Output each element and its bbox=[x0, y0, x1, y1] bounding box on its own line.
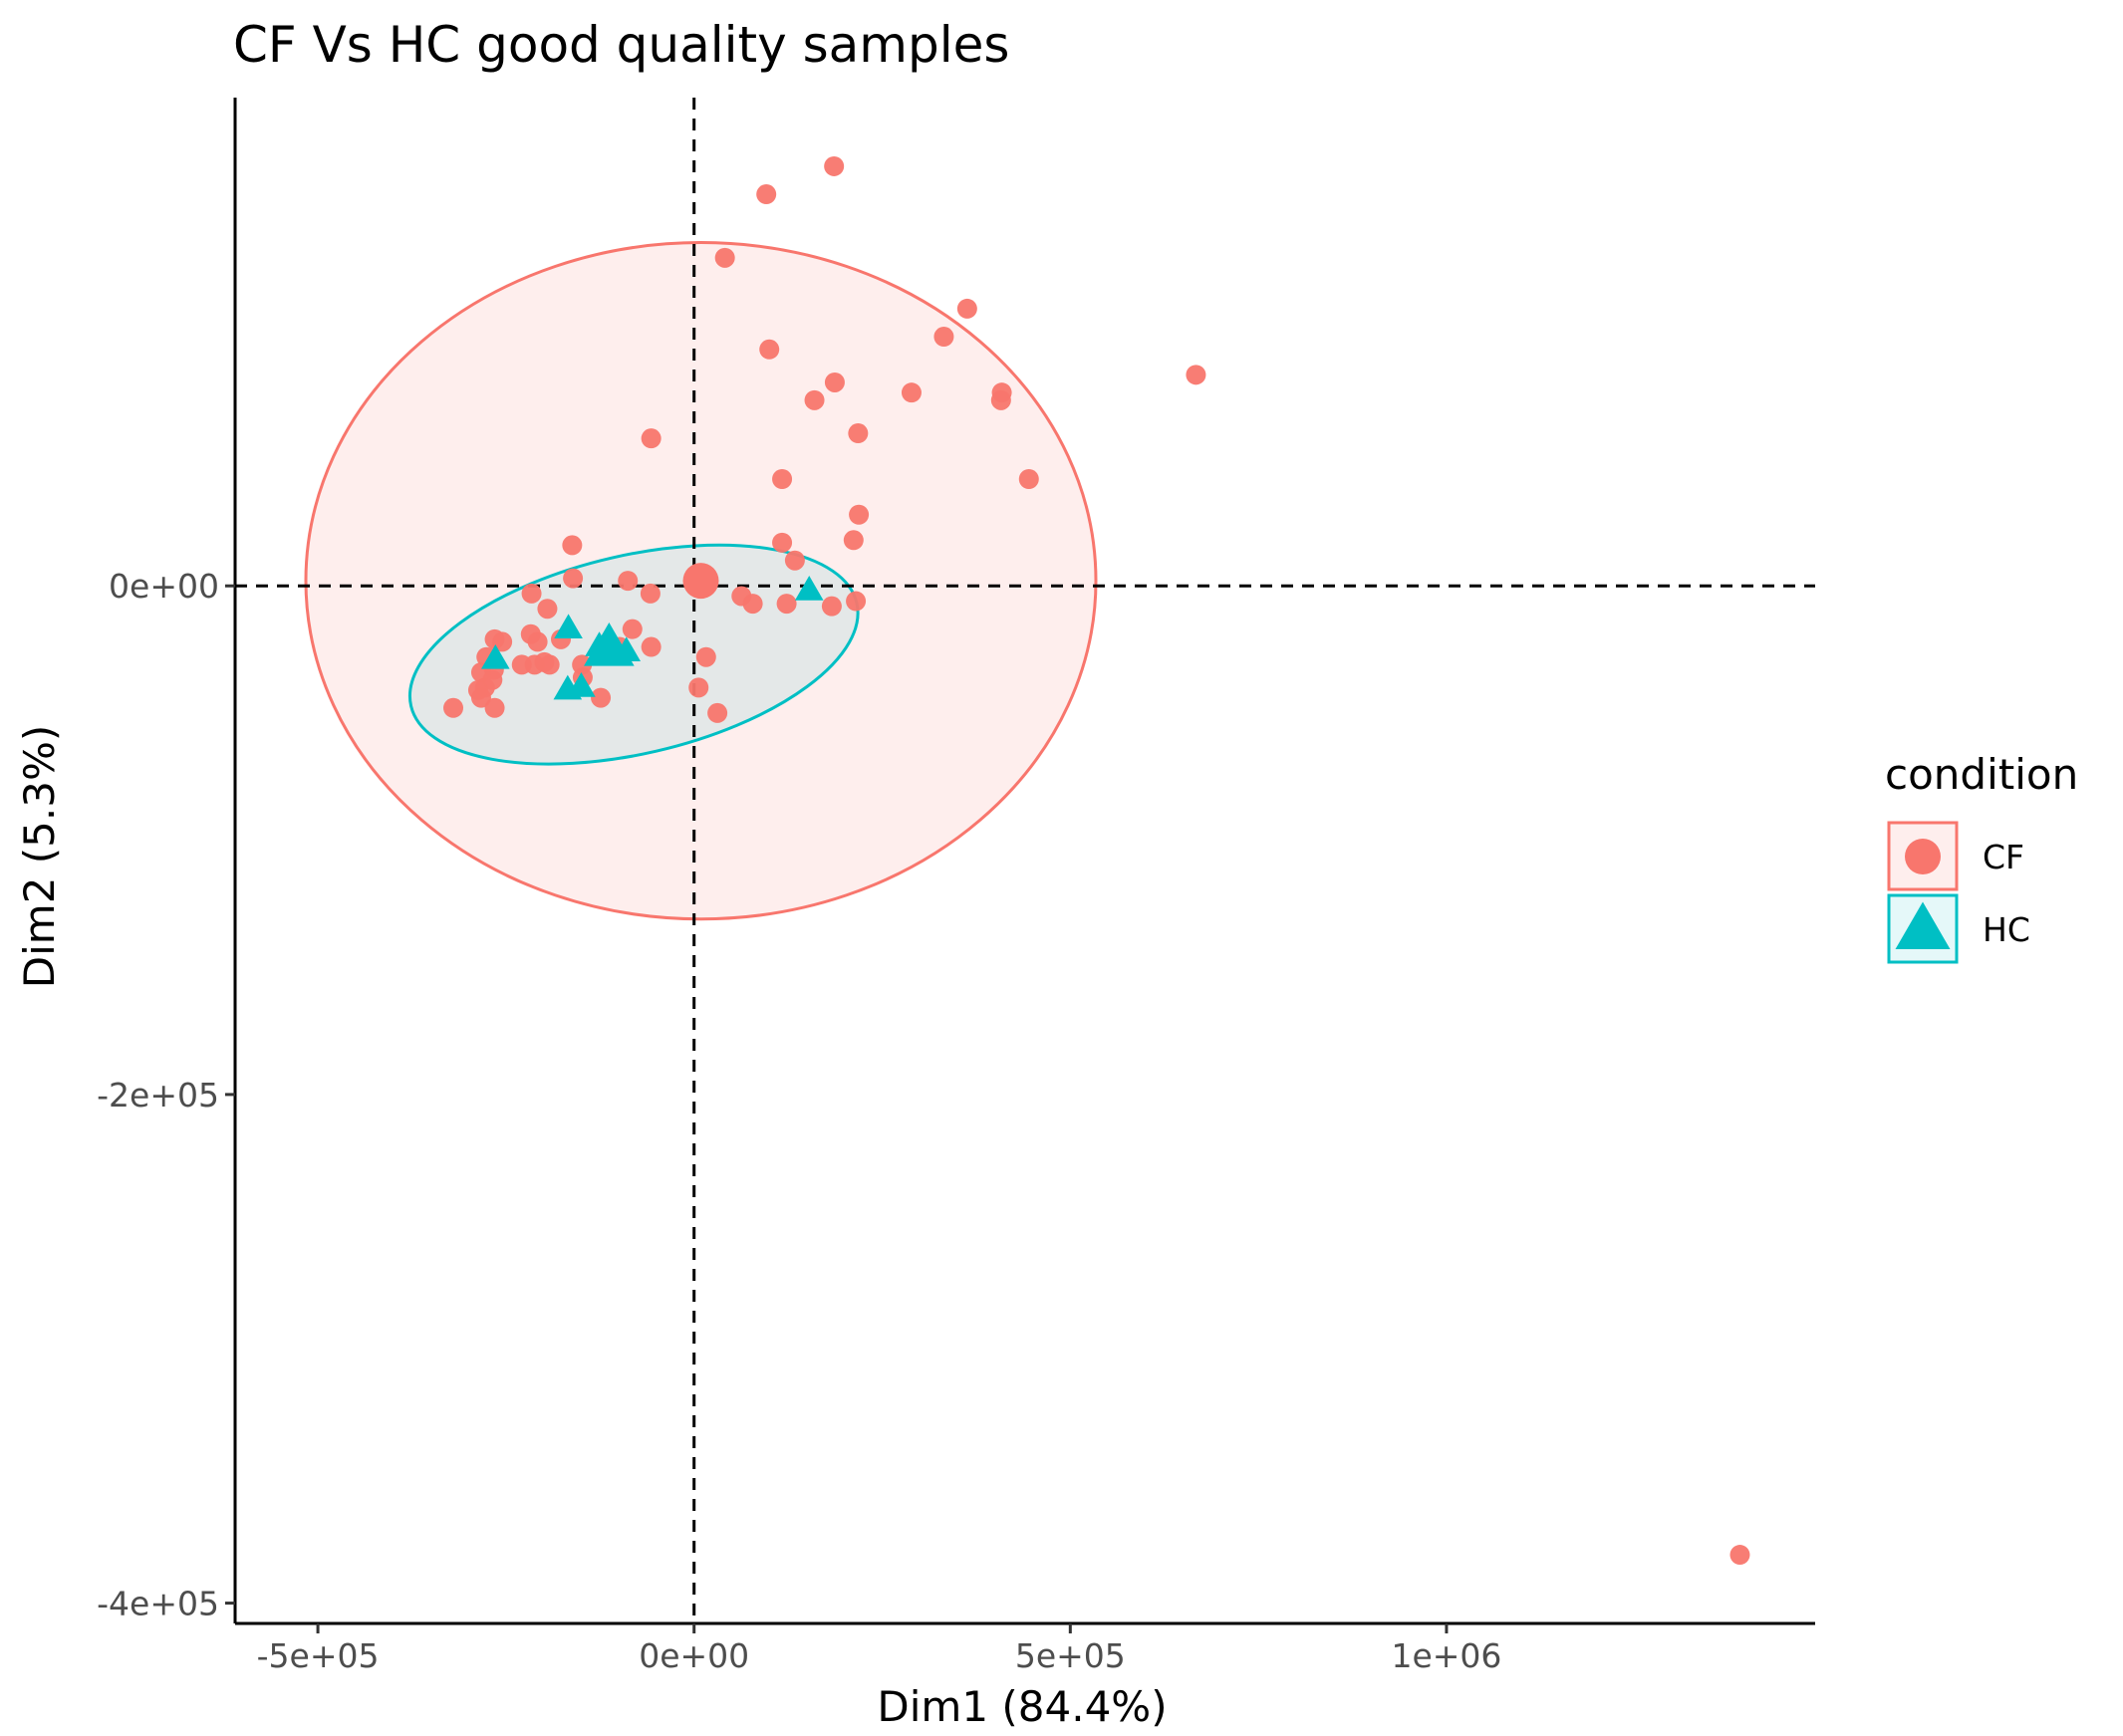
point-cf bbox=[622, 619, 643, 639]
point-cf bbox=[1729, 1545, 1750, 1566]
point-cf bbox=[695, 646, 716, 667]
centroid-cf bbox=[682, 563, 719, 600]
point-cf bbox=[484, 697, 505, 718]
point-cf bbox=[563, 568, 584, 589]
point-cf bbox=[443, 697, 464, 718]
point-cf bbox=[956, 298, 977, 319]
point-cf bbox=[933, 327, 954, 348]
point-cf bbox=[990, 389, 1011, 410]
point-cf bbox=[641, 636, 662, 657]
point-cf bbox=[1018, 469, 1039, 489]
x-axis-title: Dim1 (84.4%) bbox=[877, 1682, 1167, 1731]
point-cf bbox=[824, 155, 845, 176]
legend-label-hc: HC bbox=[1983, 910, 2030, 949]
point-cf bbox=[772, 532, 793, 553]
point-hc bbox=[794, 576, 824, 601]
centroid-hc bbox=[584, 621, 635, 666]
point-cf bbox=[537, 599, 558, 620]
legend-symbol-cf bbox=[1905, 839, 1941, 874]
legend: condition CF HC bbox=[1885, 750, 2078, 964]
y-axis-title: Dim2 (5.3%) bbox=[15, 725, 64, 988]
x-tick-label: 0e+00 bbox=[639, 1636, 749, 1675]
point-cf bbox=[849, 504, 870, 525]
legend-title: condition bbox=[1885, 750, 2078, 799]
point-cf bbox=[562, 535, 583, 556]
point-cf bbox=[640, 583, 661, 604]
point-cf bbox=[539, 654, 560, 675]
y-tick-label: -2e+05 bbox=[97, 1076, 219, 1115]
point-cf bbox=[901, 382, 922, 403]
chart-title: CF Vs HC good quality samples bbox=[233, 16, 1009, 74]
point-cf bbox=[714, 247, 735, 268]
point-cf bbox=[688, 677, 709, 698]
point-cf bbox=[846, 591, 867, 612]
point-cf bbox=[784, 550, 805, 571]
point-hc bbox=[567, 672, 596, 697]
legend-label-cf: CF bbox=[1983, 838, 2024, 876]
point-cf bbox=[521, 583, 542, 604]
point-cf bbox=[772, 469, 793, 489]
reference-lines bbox=[235, 98, 1815, 1623]
point-cf bbox=[804, 389, 825, 410]
point-cf bbox=[591, 687, 612, 708]
point-cf bbox=[618, 571, 639, 592]
point-hc bbox=[554, 614, 583, 639]
point-cf bbox=[776, 594, 797, 615]
point-cf bbox=[707, 702, 728, 723]
y-tick-label: -4e+05 bbox=[97, 1585, 219, 1623]
point-cf bbox=[492, 631, 513, 652]
point-cf bbox=[756, 184, 777, 205]
y-tick-label: 0e+00 bbox=[109, 567, 219, 606]
point-cf bbox=[641, 428, 662, 449]
point-hc bbox=[481, 643, 510, 669]
x-tick-label: 1e+06 bbox=[1391, 1636, 1501, 1675]
point-cf bbox=[848, 423, 869, 444]
x-tick-label: -5e+05 bbox=[257, 1636, 380, 1675]
point-cf bbox=[527, 631, 548, 652]
point-cf bbox=[759, 339, 780, 360]
point-cf bbox=[742, 594, 763, 615]
point-cf bbox=[511, 654, 532, 675]
point-cf bbox=[821, 596, 842, 617]
point-cf bbox=[1186, 365, 1206, 385]
x-tick-label: 5e+05 bbox=[1015, 1636, 1126, 1675]
point-cf bbox=[824, 372, 845, 392]
axes: -5e+05 0e+00 5e+05 1e+06 0e+00 -2e+05 -4e+05 bbox=[97, 98, 1815, 1675]
data-points bbox=[443, 155, 1750, 1566]
point-cf bbox=[843, 530, 864, 551]
point-cf bbox=[470, 687, 491, 708]
legend-symbol-hc bbox=[1895, 901, 1951, 950]
